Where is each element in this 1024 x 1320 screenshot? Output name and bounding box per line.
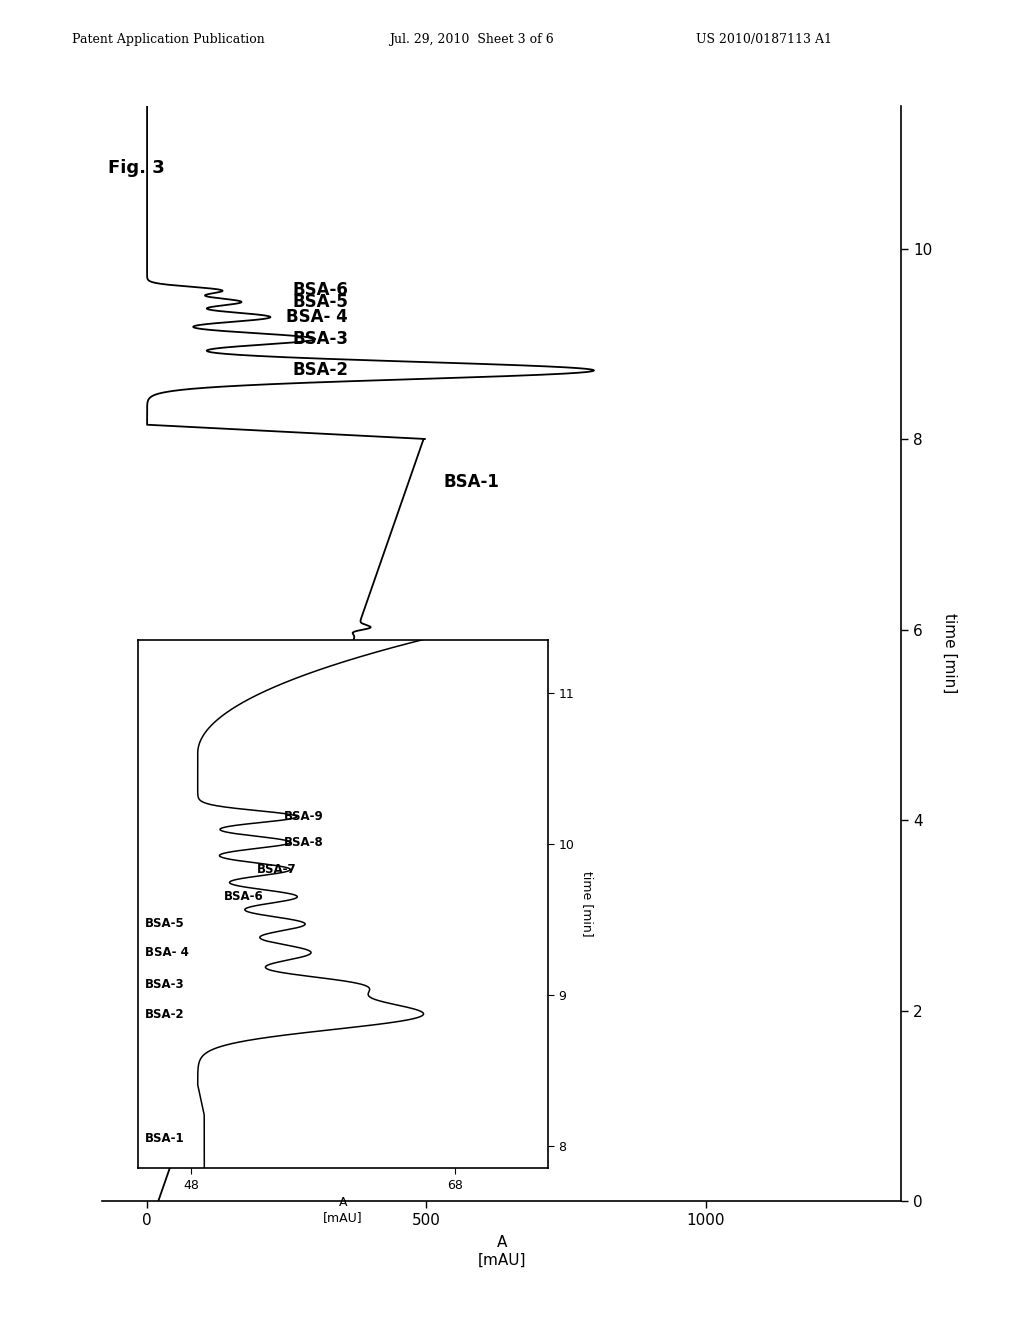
Text: US 2010/0187113 A1: US 2010/0187113 A1 [696,33,833,46]
X-axis label: A
[mAU]: A [mAU] [324,1196,362,1224]
Text: BSA-6: BSA-6 [292,281,348,300]
Text: BSA-3: BSA-3 [144,978,184,990]
Text: Jul. 29, 2010  Sheet 3 of 6: Jul. 29, 2010 Sheet 3 of 6 [389,33,554,46]
X-axis label: A
[mAU]: A [mAU] [477,1236,526,1267]
Y-axis label: time [min]: time [min] [581,871,594,937]
Text: BSA-1: BSA-1 [144,1131,184,1144]
Text: BSA-8: BSA-8 [284,836,324,849]
Text: BSA- 4: BSA- 4 [144,946,188,958]
Text: Fig. 3: Fig. 3 [108,158,165,177]
Y-axis label: time [min]: time [min] [942,614,957,693]
Text: BSA-2: BSA-2 [292,362,348,379]
Text: BSA- 4: BSA- 4 [287,308,348,326]
Text: BSA-5: BSA-5 [144,917,184,931]
Text: BSA-6: BSA-6 [224,890,264,903]
Text: BSA-3: BSA-3 [292,330,348,348]
Text: BSA-5: BSA-5 [292,293,348,310]
Text: Patent Application Publication: Patent Application Publication [72,33,264,46]
Text: BSA-2: BSA-2 [144,1008,184,1020]
Text: BSA-7: BSA-7 [257,863,297,876]
Text: BSA-9: BSA-9 [284,810,324,824]
Text: BSA-1: BSA-1 [443,473,499,491]
